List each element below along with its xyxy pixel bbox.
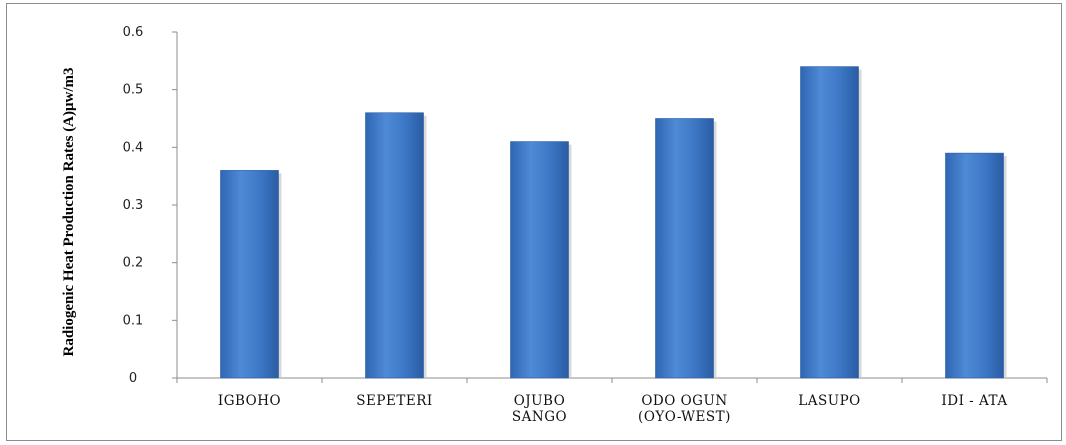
- x-category-label-line: (OYO-WEST): [638, 409, 731, 425]
- y-tick-label: 0.6: [123, 25, 144, 40]
- bar: [655, 118, 714, 379]
- chart-frame: 0 0.1 0.2 0.3 0.4 0.5 0.6 IGBOHO SEPETERI OJUBO SA…: [6, 3, 1062, 441]
- y-tick-label: 0.2: [123, 256, 144, 271]
- y-axis-title: Radiogenic Heat Production Rates (A)μw/m…: [61, 67, 77, 356]
- bar: [220, 170, 279, 379]
- x-category-label: IGBOHO: [218, 393, 281, 409]
- y-tick-label: 0: [129, 371, 137, 386]
- x-category-label: LASUPO: [798, 393, 861, 409]
- x-category-label-line: SEPETERI: [356, 393, 432, 409]
- x-category-label-line: OJUBO: [514, 393, 566, 409]
- x-category-label-line: SANGO: [512, 409, 567, 425]
- plot-area: 0 0.1 0.2 0.3 0.4 0.5 0.6 IGBOHO SEPETERI OJUBO SA…: [123, 25, 1048, 425]
- x-category-label: ODO OGUN (OYO-WEST): [638, 393, 731, 425]
- x-category-label: IDI - ATA: [941, 393, 1007, 409]
- y-tick-label: 0.4: [123, 140, 144, 155]
- bar-chart: 0 0.1 0.2 0.3 0.4 0.5 0.6 IGBOHO SEPETERI OJUBO SA…: [61, 25, 1048, 425]
- x-category-label-line: ODO OGUN: [641, 393, 727, 409]
- bar: [800, 66, 859, 379]
- x-category-label-line: IGBOHO: [218, 393, 281, 409]
- x-category-label-line: LASUPO: [798, 393, 861, 409]
- bar: [510, 141, 569, 379]
- bar: [365, 112, 424, 379]
- y-tick-label: 0.3: [123, 198, 144, 213]
- y-tick-label: 0.5: [123, 83, 144, 98]
- x-category-label: OJUBO SANGO: [512, 393, 567, 425]
- x-category-label-line: IDI - ATA: [941, 393, 1007, 409]
- bar: [945, 152, 1004, 379]
- y-tick-label: 0.1: [123, 313, 144, 328]
- x-category-label: SEPETERI: [356, 393, 432, 409]
